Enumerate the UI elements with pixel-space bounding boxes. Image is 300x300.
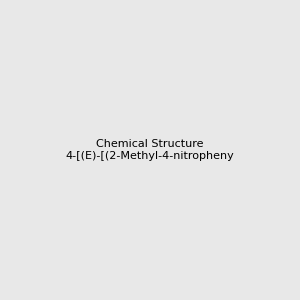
Text: Chemical Structure
4-[(E)-[(2-Methyl-4-nitropheny: Chemical Structure 4-[(E)-[(2-Methyl-4-n…: [66, 139, 234, 161]
